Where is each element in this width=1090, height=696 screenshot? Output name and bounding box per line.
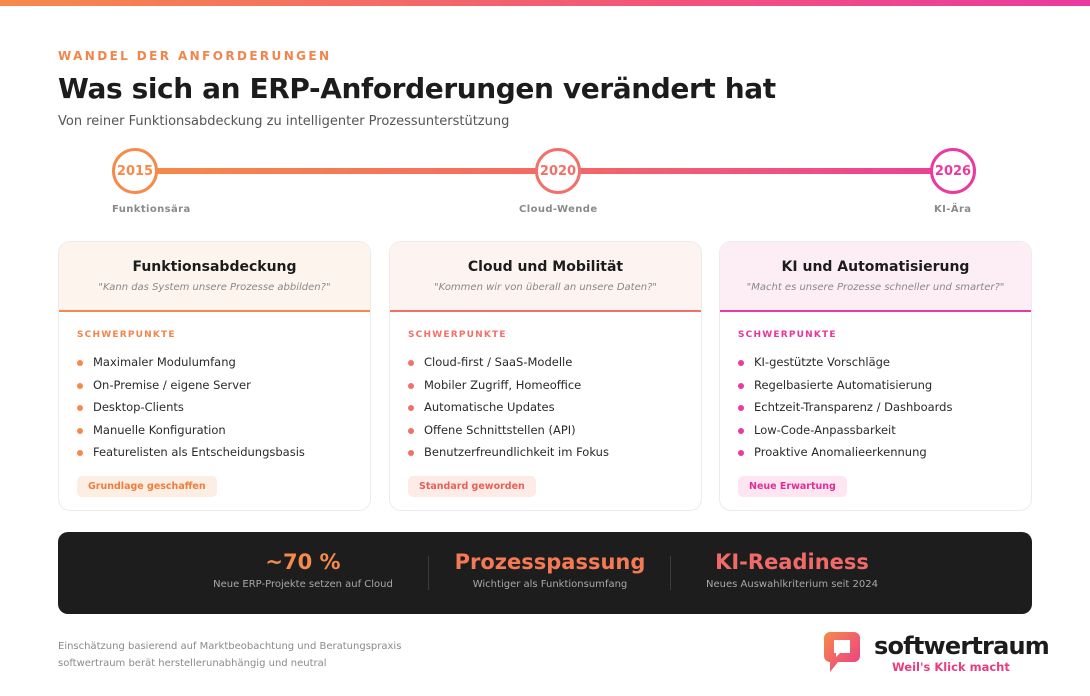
card-title: Funktionsabdeckung [132,259,297,275]
bullet-dot-icon [77,382,83,389]
card-cloud-mobilitaet: Cloud und Mobilität "Kommen wir von über… [389,241,702,511]
brand-logo: softwertraum Weil's Klick macht [824,632,1050,676]
bullet-dot-icon [408,427,414,434]
card-quote: "Kann das System unsere Prozesse abbilde… [98,282,331,293]
card-title: KI und Automatisierung [781,259,970,275]
timeline-node-2015: 2015 [112,148,158,194]
list-item: Offene Schnittstellen (API) [408,419,683,442]
card-header: Cloud und Mobilität "Kommen wir von über… [390,242,701,312]
timeline-node-2026: 2026 [930,148,976,194]
brand-wordmark: softwertraum [874,632,1050,660]
bullet-dot-icon [77,360,83,366]
status-badge: Neue Erwartung [738,475,847,497]
stat-ki-readiness: KI-Readiness Neues Auswahlkriterium seit… [680,550,904,590]
stat-value: Prozesspassung [454,550,646,574]
bullet-dot-icon [408,360,414,366]
card-quote: "Macht es unsere Prozesse schneller und … [746,282,1005,293]
bullet-dot-icon [738,450,744,457]
list-item: On-Premise / eigene Server [77,374,352,397]
focus-list: KI-gestützte Vorschläge Regelbasierte Au… [738,351,1013,464]
stat-description: Neue ERP-Projekte setzen auf Cloud [213,579,393,590]
stat-divider [670,556,671,590]
card-title: Cloud und Mobilität [467,259,624,275]
page-subtitle: Von reiner Funktionsabdeckung zu intelli… [58,114,510,129]
card-funktionsabdeckung: Funktionsabdeckung "Kann das System unse… [58,241,371,511]
card-body: SCHWERPUNKTE Maximaler Modulumfang On-Pr… [59,312,370,497]
card-header: Funktionsabdeckung "Kann das System unse… [59,242,370,312]
bullet-dot-icon [738,427,744,434]
status-badge: Standard geworden [408,475,536,497]
bullet-dot-icon [77,427,83,434]
speech-bubble-logo-icon [824,632,860,672]
page-title: Was sich an ERP-Anforderungen verändert … [58,72,776,105]
bullet-dot-icon [738,360,744,366]
timeline-label: Cloud-Wende [519,204,598,215]
list-item: Benutzerfreundlichkeit im Fokus [408,441,683,464]
footer-note: Einschätzung basierend auf Marktbeobacht… [58,641,402,652]
list-item: Desktop-Clients [77,396,352,419]
focus-list: Cloud-first / SaaS-Modelle Mobiler Zugri… [408,351,683,464]
list-item: Low-Code-Anpassbarkeit [738,419,1013,442]
list-item: KI-gestützte Vorschläge [738,351,1013,374]
list-item: Echtzeit-Transparenz / Dashboards [738,396,1013,419]
stat-value: KI-Readiness [715,550,869,574]
top-accent-bar [0,0,1090,6]
stats-bar: ~70 % Neue ERP-Projekte setzen auf Cloud… [58,532,1032,614]
footer-note: softwertraum berät herstellerunabhängig … [58,658,327,669]
stat-description: Wichtiger als Funktionsumfang [472,579,628,590]
list-item: Mobiler Zugriff, Homeoffice [408,374,683,397]
footer-notes: Einschätzung basierend auf Marktbeobacht… [58,638,401,672]
bullet-dot-icon [77,405,83,412]
bullet-dot-icon [738,405,744,412]
list-item: Manuelle Konfiguration [77,419,352,442]
list-item: Maximaler Modulumfang [77,351,352,374]
card-body: SCHWERPUNKTE Cloud-first / SaaS-Modelle … [390,312,701,497]
focus-label: SCHWERPUNKTE [408,330,507,340]
stat-cloud: ~70 % Neue ERP-Projekte setzen auf Cloud [188,550,418,590]
timeline-label: KI-Ära [934,204,972,215]
focus-label: SCHWERPUNKTE [738,330,837,340]
timeline-label: Funktionsära [112,204,191,215]
list-item: Cloud-first / SaaS-Modelle [408,351,683,374]
bullet-dot-icon [408,450,414,457]
focus-list: Maximaler Modulumfang On-Premise / eigen… [77,351,352,464]
stat-value: ~70 % [265,550,341,574]
card-body: SCHWERPUNKTE KI-gestützte Vorschläge Reg… [720,312,1031,497]
card-ki-automatisierung: KI und Automatisierung "Macht es unsere … [719,241,1032,511]
timeline: 2015 2020 2026 Funktionsära Cloud-Wende … [112,148,978,218]
list-item: Proaktive Anomalieerkennung [738,441,1013,464]
timeline-node-2020: 2020 [535,148,581,194]
eyebrow: WANDEL DER ANFORDERUNGEN [58,49,332,63]
status-badge: Grundlage geschaffen [77,475,217,497]
card-quote: "Kommen wir von überall an unsere Daten?… [434,282,657,293]
bullet-dot-icon [408,382,414,389]
bullet-dot-icon [738,382,744,389]
list-item: Featurelisten als Entscheidungsbasis [77,441,352,464]
stat-prozesspassung: Prozesspassung Wichtiger als Funktionsum… [438,550,662,590]
list-item: Automatische Updates [408,396,683,419]
card-header: KI und Automatisierung "Macht es unsere … [720,242,1031,312]
stat-description: Neues Auswahlkriterium seit 2024 [706,579,878,590]
focus-label: SCHWERPUNKTE [77,330,176,340]
list-item: Regelbasierte Automatisierung [738,374,1013,397]
stat-divider [428,556,429,590]
bullet-dot-icon [408,405,414,412]
brand-tagline: Weil's Klick macht [892,660,1010,674]
bullet-dot-icon [77,450,83,457]
